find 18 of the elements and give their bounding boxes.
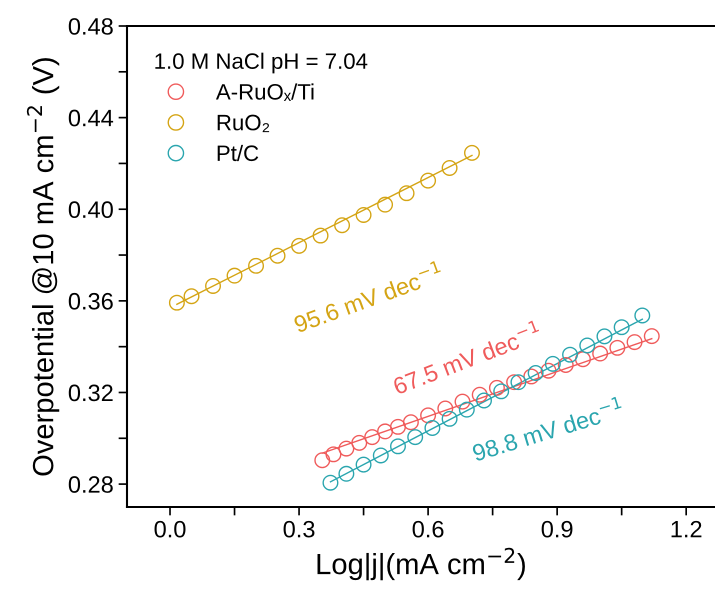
legend-title: 1.0 M NaCl pH = 7.04 — [155, 52, 368, 74]
x-tick-label: 0.0 — [154, 520, 186, 538]
legend-label: Pt/C — [218, 144, 258, 162]
y-tick-label: 0.36 — [68, 292, 113, 310]
y-tick-label: 0.40 — [68, 201, 113, 218]
x-axis-title: Log|j|(mA cm$^{−2}$) — [318, 548, 525, 580]
annotation: 98.8 mV dec$^{−1}$ — [470, 396, 624, 462]
x-tick-label: 0.9 — [542, 520, 572, 538]
y-tick-label: 0.44 — [68, 110, 114, 126]
legend-label: A-RuOₓ/Ti — [216, 83, 314, 102]
x-tick-label: 0.6 — [412, 520, 444, 538]
y-tick-label: 0.48 — [68, 18, 113, 35]
y-tick-label: 0.28 — [68, 476, 113, 493]
legend-label: RuO₂ — [218, 114, 270, 132]
x-tick-label: 1.2 — [672, 520, 702, 538]
x-tick-label: 0.3 — [284, 520, 314, 538]
y-axis-title: Overpotential @10 mA cm$^{−2}$ (V) — [26, 58, 60, 476]
y-tick-label: 0.32 — [68, 384, 113, 402]
